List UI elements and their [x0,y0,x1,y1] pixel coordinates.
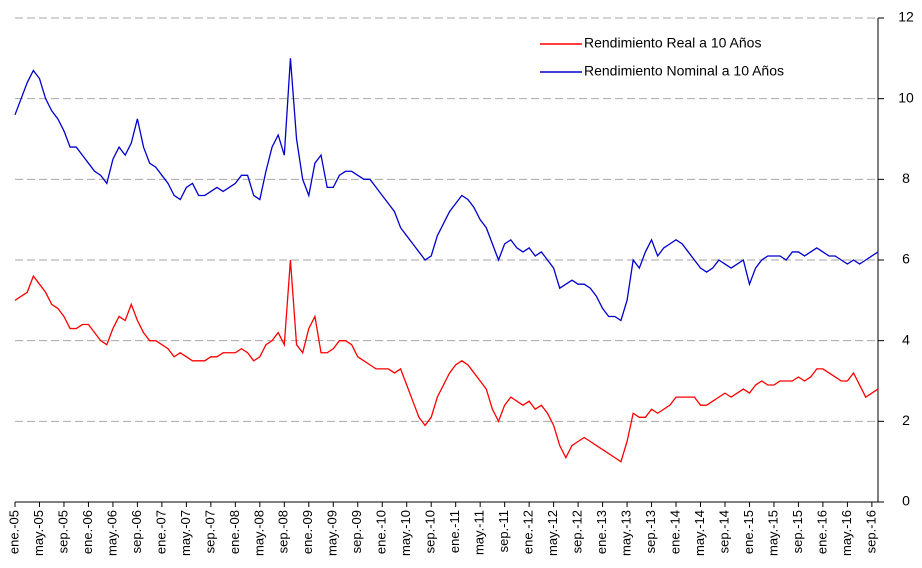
x-tick-label: may.-08 [251,510,266,556]
x-tick-label: sep.-09 [349,510,364,553]
x-tick-label: ene.-09 [300,510,315,554]
y-tick-label: 10 [898,89,914,105]
x-tick-label: may.-05 [31,510,46,556]
x-tick-label: sep.-06 [129,510,144,553]
x-tick-label: may.-09 [325,510,340,556]
x-tick-label: ene.-08 [227,510,242,554]
x-tick-label: may.-13 [618,510,633,556]
y-tick-label: 6 [902,251,910,267]
x-tick-label: sep.-05 [55,510,70,553]
x-tick-label: may.-15 [765,510,780,556]
x-tick-label: sep.-10 [423,510,438,553]
x-tick-label: ene.-07 [153,510,168,554]
x-tick-label: sep.-15 [790,510,805,553]
x-tick-label: may.-14 [692,510,707,556]
y-tick-label: 0 [902,493,910,509]
line-series [14,58,879,322]
x-tick-label: may.-10 [398,510,413,556]
y-tick-label: 4 [902,331,910,347]
legend-label: Rendimiento Real a 10 Años [584,35,761,51]
x-tick-label: ene.-05 [6,510,21,554]
x-tick-label: sep.-13 [643,510,658,553]
x-tick-label: sep.-14 [716,510,731,553]
x-tick-label: may.-11 [472,510,487,555]
y-tick-label: 2 [902,412,910,428]
x-tick-label: ene.-12 [521,510,536,554]
y-tick-label: 12 [898,9,914,25]
line-series [14,259,879,463]
x-tick-label: ene.-11 [447,510,462,553]
x-tick-label: may.-16 [839,510,854,556]
x-tick-label: sep.-08 [276,510,291,553]
x-tick-label: may.-06 [104,510,119,556]
x-tick-label: may.-07 [178,510,193,556]
legend-label: Rendimiento Nominal a 10 Años [584,63,784,79]
x-tick-label: ene.-15 [741,510,756,554]
y-tick-label: 8 [902,170,910,186]
x-tick-label: sep.-16 [863,510,878,553]
x-tick-label: sep.-11 [496,510,511,552]
x-tick-label: sep.-12 [570,510,585,553]
x-tick-label: ene.-10 [374,510,389,554]
x-tick-label: sep.-07 [202,510,217,553]
x-tick-label: ene.-06 [80,510,95,554]
x-tick-label: ene.-14 [667,510,682,554]
x-tick-label: ene.-13 [594,510,609,554]
x-tick-label: may.-12 [545,510,560,556]
x-tick-label: ene.-16 [814,510,829,554]
